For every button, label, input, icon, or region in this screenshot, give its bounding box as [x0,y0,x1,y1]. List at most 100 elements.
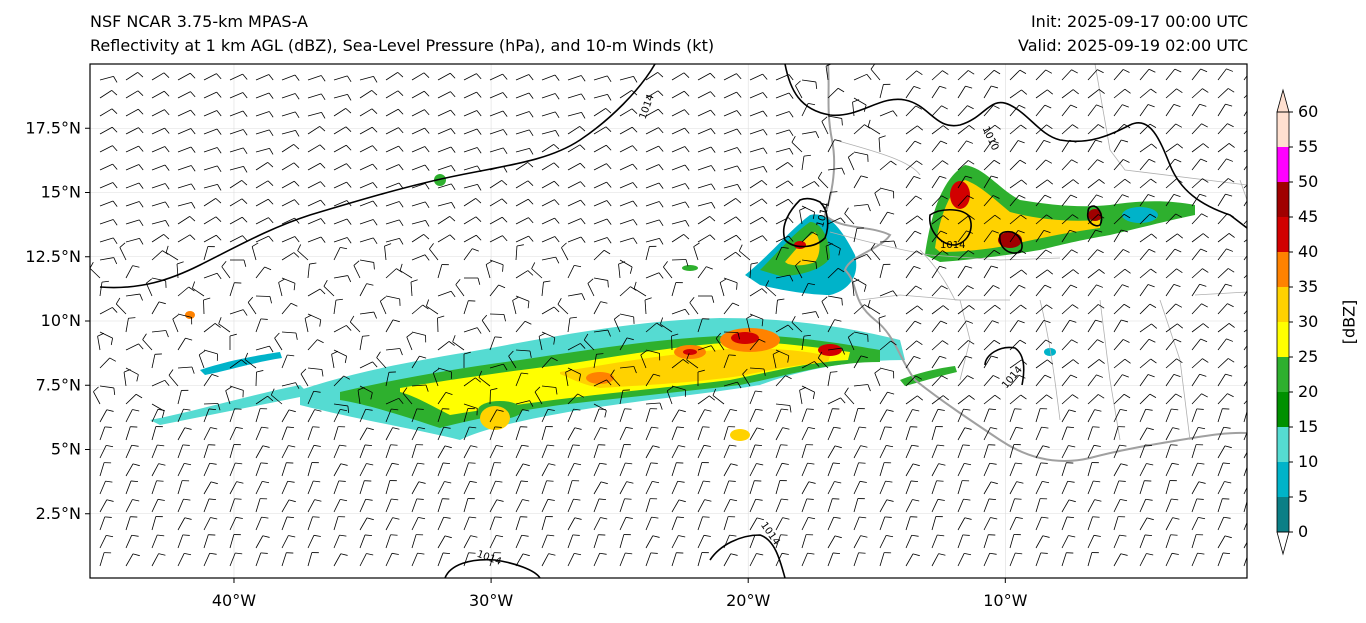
wind-barb [1035,249,1053,261]
wind-barb [1061,284,1078,297]
wind-barb [255,235,274,243]
wind-barb [1165,158,1182,171]
wind-barb [333,516,346,531]
wind-barb [281,480,295,495]
wind-barb [99,219,118,226]
wind-barb [738,244,751,261]
wind-barb [619,145,638,153]
colorbar-tick-label: 60 [1298,102,1318,121]
wind-barb [905,534,919,549]
wind-barb [99,126,118,135]
wind-barb [749,216,768,225]
wind-barb [229,110,248,117]
wind-barb [844,207,855,225]
wind-barb [307,111,326,119]
wind-barb [1113,229,1129,243]
wind-barb [203,147,222,154]
wind-barb [255,74,274,81]
wind-barb [125,108,144,117]
wind-barb [645,127,664,135]
wind-barb [1243,200,1247,207]
wind-barb [853,426,867,441]
wind-barb [1061,374,1078,387]
wind-barb [1035,462,1048,477]
wind-barb [255,266,272,279]
wind-barb [307,93,326,101]
wind-barb [878,135,886,153]
wind-barb [307,426,320,441]
wind-barb [1139,534,1153,549]
wind-barb [359,385,373,400]
wind-barb [931,265,947,279]
wind-barb [1243,451,1247,459]
wind-barb [229,198,248,207]
wind-barb [203,183,222,191]
wind-barb [281,111,300,119]
graticule [90,64,1247,578]
wind-barb [749,498,763,513]
wind-barb [541,331,556,345]
wind-barb [1165,268,1183,279]
wind-barb [983,105,1000,117]
wind-barb [151,90,170,99]
wind-barb [177,337,193,351]
wind-barb [177,234,196,243]
wind-barb [765,280,777,297]
wind-barb [723,198,742,207]
wind-barb [723,128,742,135]
wind-barb [645,426,659,441]
wind-barb [775,324,794,333]
wind-barb [645,145,664,153]
wind-barb [1009,104,1026,117]
wind-barb [1035,481,1050,495]
wind-barb [281,552,294,567]
wind-barb [1243,129,1247,135]
wind-barb [359,498,373,513]
wind-barb [1191,283,1207,297]
wind-barb [1035,408,1048,423]
wind-barb [255,516,269,531]
wind-barb [125,393,143,405]
wind-barb [775,180,794,189]
wind-barb [825,243,833,261]
wind-barb [437,216,456,225]
wind-barb [593,427,608,441]
wind-barb [1061,249,1078,261]
wind-barb [281,236,300,243]
wind-barb [426,299,439,315]
wind-barb [151,498,165,513]
wind-barb [531,262,543,279]
wind-barb [399,263,413,279]
wind-barb [772,350,780,369]
wind-barb [1217,498,1230,513]
wind-barb [619,200,638,207]
wind-barb [827,371,838,387]
wind-barb [1087,480,1101,495]
wind-barb [297,244,309,261]
wind-barb [671,409,686,423]
wind-barb [879,83,891,99]
wind-barb [1139,303,1157,315]
wind-barb [541,256,560,264]
wind-barb [125,201,144,208]
wind-barb [255,162,274,171]
wind-barb [853,204,871,212]
wind-barb [799,386,807,405]
wind-barb [229,129,248,136]
wind-barb [1009,552,1023,567]
wind-barb [853,227,864,243]
wind-barb [567,236,586,243]
wind-barb [359,480,372,495]
wind-barb [1061,69,1078,81]
wind-barb [359,237,378,245]
wind-barb [1087,374,1104,387]
wind-barb [693,242,700,261]
wind-barb [489,180,508,189]
wind-barb [385,397,404,405]
wind-barb [775,552,789,567]
wind-barb [1191,427,1206,441]
wind-barb [229,408,242,423]
wind-barb [1113,213,1131,225]
wind-barb [1217,408,1230,423]
